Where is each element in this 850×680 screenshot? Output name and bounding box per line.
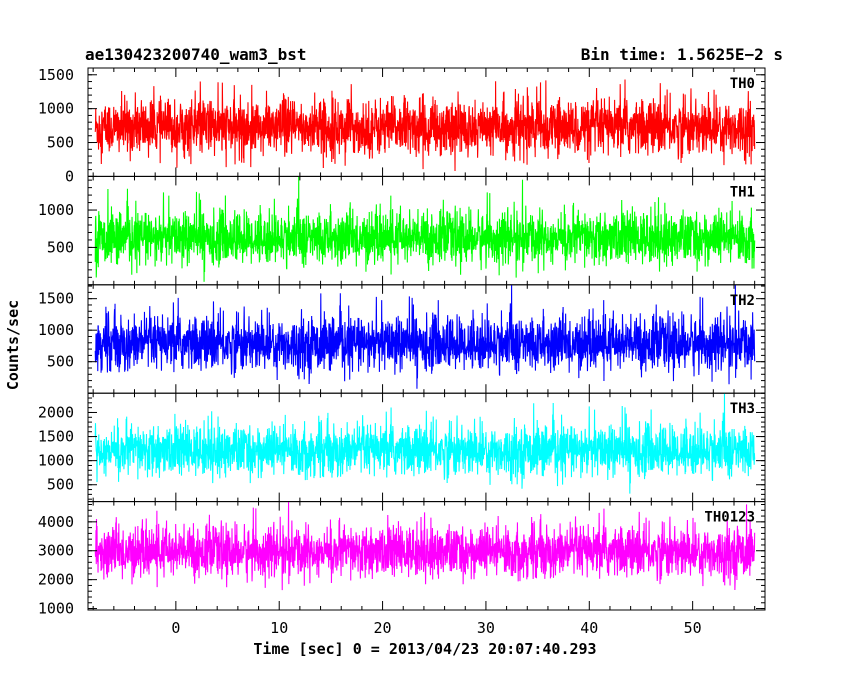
chart-title-right: Bin time: 1.5625E−2 s bbox=[581, 45, 783, 64]
y-tick-label: 2000 bbox=[38, 403, 74, 421]
panel-tag-th0123: TH0123 bbox=[704, 510, 755, 526]
y-tick-label: 2000 bbox=[38, 571, 74, 589]
x-axis-title: Time [sec] 0 = 2013/04/23 20:07:40.293 bbox=[253, 640, 596, 658]
y-tick-label: 1000 bbox=[38, 201, 74, 219]
y-tick-label: 500 bbox=[47, 353, 74, 371]
y-tick-label: 1000 bbox=[38, 100, 74, 118]
panel-tag-th0: TH0 bbox=[730, 76, 755, 92]
x-tick-labels: 0 10 20 30 40 50 bbox=[171, 619, 701, 637]
y-tick-label: 1500 bbox=[38, 428, 74, 446]
panel-th0: 0 500 1000 1500 TH0 bbox=[38, 66, 766, 185]
x-tick-label: 40 bbox=[580, 619, 598, 637]
panel-tag-th2: TH2 bbox=[730, 293, 755, 309]
chart-title-left: ae130423200740_wam3_bst bbox=[85, 45, 307, 64]
panel-th0123: 1000 2000 3000 4000 TH0123 bbox=[38, 501, 766, 618]
y-tick-label: 500 bbox=[47, 238, 74, 256]
panel-th3: 500 1000 1500 2000 TH3 bbox=[38, 392, 766, 503]
x-tick-label: 10 bbox=[270, 619, 288, 637]
y-tick-label: 4000 bbox=[38, 513, 74, 531]
y-tick-label: 1500 bbox=[38, 290, 74, 308]
series-line-th1 bbox=[94, 176, 756, 282]
x-tick-label: 0 bbox=[171, 619, 180, 637]
y-tick-label: 3000 bbox=[38, 542, 74, 560]
series-line-th3 bbox=[94, 393, 756, 494]
y-axis-title: Counts/sec bbox=[4, 300, 22, 390]
y-tick-label: 0 bbox=[65, 167, 74, 185]
x-tick-label: 30 bbox=[477, 619, 495, 637]
panel-tag-th1: TH1 bbox=[730, 184, 755, 200]
x-tick-label: 50 bbox=[684, 619, 702, 637]
panel-frame bbox=[87, 501, 766, 611]
y-tick-label: 1500 bbox=[38, 66, 74, 84]
series-line-th2 bbox=[94, 284, 756, 389]
y-tick-label: 1000 bbox=[38, 452, 74, 470]
series-line-th0123 bbox=[94, 501, 756, 591]
y-tick-label: 1000 bbox=[38, 600, 74, 618]
series-line-th0 bbox=[94, 79, 756, 171]
y-tick-label: 1000 bbox=[38, 321, 74, 339]
panel-th1: 500 1000 TH1 bbox=[38, 175, 766, 286]
x-tick-label: 20 bbox=[374, 619, 392, 637]
y-tick-label: 500 bbox=[47, 476, 74, 494]
panel-th2: 500 1000 1500 TH2 bbox=[38, 284, 766, 394]
y-tick-label: 500 bbox=[47, 134, 74, 152]
panel-tag-th3: TH3 bbox=[730, 401, 755, 417]
